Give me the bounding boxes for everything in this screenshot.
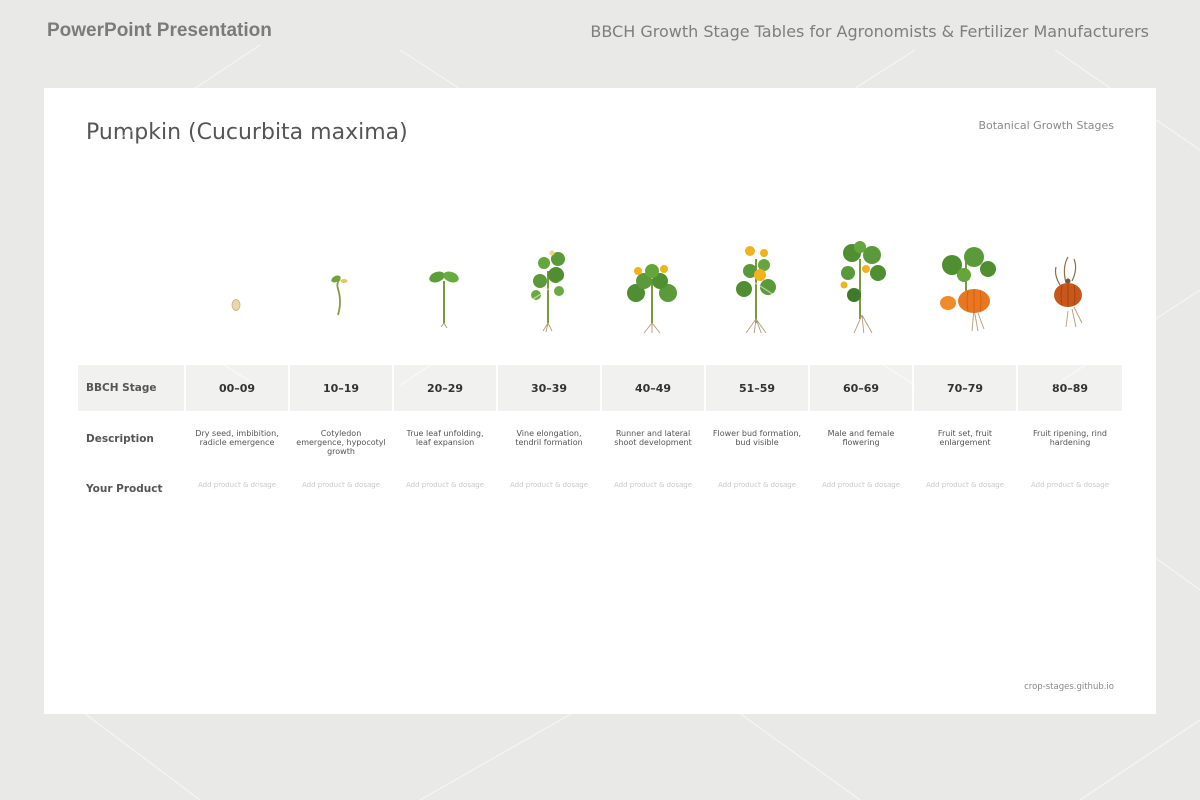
row-label-bbch-stage: BBCH Stage <box>78 365 184 411</box>
description-cell: Fruit set, fruit enlargement <box>914 415 1016 465</box>
stage-code: 60–69 <box>842 381 880 395</box>
description-cell: Flower bud formation, bud visible <box>706 415 808 465</box>
description-cell: Vine elongation, tendril formation <box>498 415 600 465</box>
stage-code: 20–29 <box>426 381 464 395</box>
fruiting-plant-icon <box>808 223 912 333</box>
vine-icon <box>496 223 600 333</box>
product-cell[interactable]: Add product & dosage <box>914 465 1016 513</box>
ripe-pumpkin-icon <box>1016 223 1120 333</box>
description-row: Description Dry seed, imbibition, radicl… <box>78 415 1122 465</box>
row-label-description: Description <box>86 433 154 445</box>
stage-code: 70–79 <box>946 381 984 395</box>
product-row: Your Product Add product & dosage Add pr… <box>78 465 1122 513</box>
stage-code: 30–39 <box>530 381 568 395</box>
budding-plant-icon <box>704 223 808 333</box>
growth-stage-table: BBCH Stage 00–09 10–19 20–29 30–39 40–49… <box>78 365 1122 513</box>
product-cell[interactable]: Add product & dosage <box>394 465 496 513</box>
page-title: Pumpkin (Cucurbita maxima) <box>86 120 408 145</box>
stage-code-cell: 80–89 <box>1018 365 1122 411</box>
product-placeholder: Add product & dosage <box>509 481 589 489</box>
product-cell[interactable]: Add product & dosage <box>186 465 288 513</box>
sprout-icon <box>392 223 496 333</box>
description-cell: True leaf unfolding, leaf expansion <box>394 415 496 465</box>
stage-description: Flower bud formation, bud visible <box>712 429 802 447</box>
product-placeholder: Add product & dosage <box>1030 481 1110 489</box>
stage-code-cell: 30–39 <box>498 365 600 411</box>
product-placeholder: Add product & dosage <box>613 481 693 489</box>
header-left: PowerPoint Presentation <box>47 20 272 41</box>
description-cell: Fruit ripening, rind hardening <box>1018 415 1122 465</box>
stage-code: 00–09 <box>218 381 256 395</box>
header-right: BBCH Growth Stage Tables for Agronomists… <box>590 22 1149 41</box>
stage-code-cell: 51–59 <box>706 365 808 411</box>
stage-description: Cotyledon emergence, hypocotyl growth <box>296 429 386 456</box>
product-placeholder: Add product & dosage <box>821 481 901 489</box>
bbch-stage-row: BBCH Stage 00–09 10–19 20–29 30–39 40–49… <box>78 365 1122 411</box>
row-label-product: Your Product <box>86 483 163 495</box>
product-cell[interactable]: Add product & dosage <box>602 465 704 513</box>
product-cell[interactable]: Add product & dosage <box>1018 465 1122 513</box>
seed-icon <box>184 223 288 333</box>
page-subtitle: Botanical Growth Stages <box>978 119 1114 132</box>
stage-code: 80–89 <box>1051 381 1089 395</box>
description-cell: Male and female flowering <box>810 415 912 465</box>
product-placeholder: Add product & dosage <box>197 481 277 489</box>
product-placeholder: Add product & dosage <box>717 481 797 489</box>
description-cell: Dry seed, imbibition, radicle emergence <box>186 415 288 465</box>
stage-code-cell: 20–29 <box>394 365 496 411</box>
stage-code-cell: 00–09 <box>186 365 288 411</box>
stage-code-cell: 40–49 <box>602 365 704 411</box>
stage-description: Fruit ripening, rind hardening <box>1033 429 1107 447</box>
stage-code-cell: 70–79 <box>914 365 1016 411</box>
product-placeholder: Add product & dosage <box>301 481 381 489</box>
stage-code: 51–59 <box>738 381 776 395</box>
description-cell: Runner and lateral shoot development <box>602 415 704 465</box>
stage-code-cell: 60–69 <box>810 365 912 411</box>
product-placeholder: Add product & dosage <box>405 481 485 489</box>
description-cell: Cotyledon emergence, hypocotyl growth <box>290 415 392 465</box>
slide: Pumpkin (Cucurbita maxima) Botanical Gro… <box>44 88 1156 714</box>
stage-description: Fruit set, fruit enlargement <box>937 429 993 447</box>
stage-description: True leaf unfolding, leaf expansion <box>406 429 484 447</box>
footer-url: crop-stages.github.io <box>1024 682 1114 692</box>
product-cell[interactable]: Add product & dosage <box>706 465 808 513</box>
stage-code-cell: 10–19 <box>290 365 392 411</box>
product-placeholder: Add product & dosage <box>925 481 1005 489</box>
stage-code: 10–19 <box>322 381 360 395</box>
pumpkin-plant-icon <box>912 223 1016 333</box>
stage-code: 40–49 <box>634 381 672 395</box>
stage-description: Vine elongation, tendril formation <box>515 429 583 447</box>
stage-description: Dry seed, imbibition, radicle emergence <box>195 429 279 447</box>
plant-stage-illustrations <box>78 223 1122 333</box>
stage-description: Male and female flowering <box>827 429 895 447</box>
flowering-plant-icon <box>600 223 704 333</box>
product-cell[interactable]: Add product & dosage <box>290 465 392 513</box>
product-cell[interactable]: Add product & dosage <box>498 465 600 513</box>
seedling-icon <box>288 223 392 333</box>
product-cell[interactable]: Add product & dosage <box>810 465 912 513</box>
stage-description: Runner and lateral shoot development <box>614 429 692 447</box>
